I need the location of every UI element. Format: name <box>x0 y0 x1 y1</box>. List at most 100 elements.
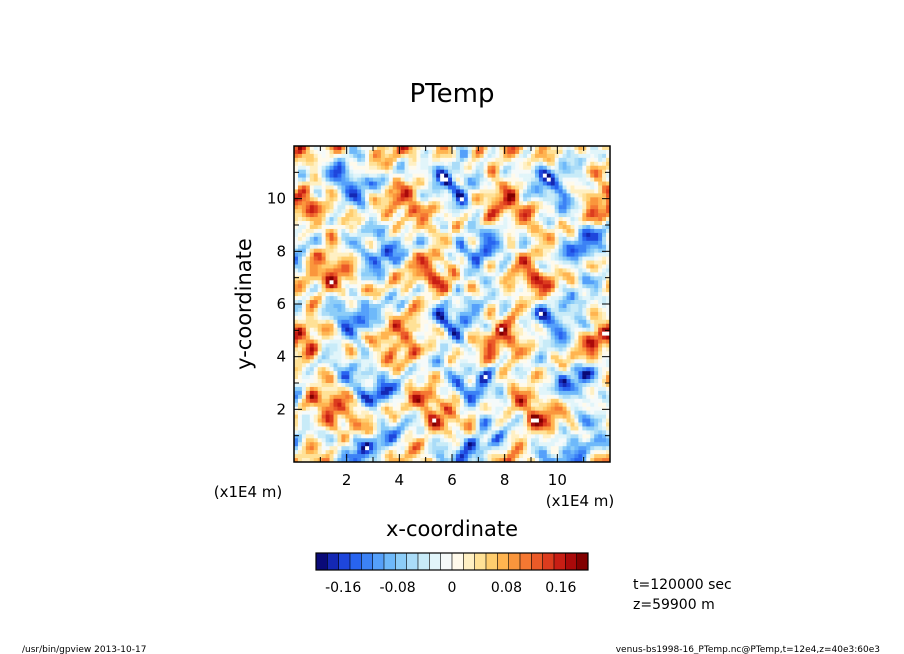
heatmap-cell <box>420 153 425 159</box>
heatmap-cell <box>416 213 421 218</box>
heatmap-cell <box>538 260 544 265</box>
heatmap-cell <box>412 213 417 218</box>
heatmap-cell <box>444 323 449 328</box>
heatmap-cell <box>309 232 315 238</box>
heatmap-cell <box>534 149 540 155</box>
heatmap-cell <box>412 264 417 269</box>
heatmap-cell <box>432 221 437 226</box>
heatmap-cell <box>455 276 461 281</box>
heatmap-cell <box>329 315 334 321</box>
heatmap-cell <box>542 221 548 226</box>
heatmap-cell <box>452 177 457 182</box>
heatmap-cell <box>519 304 524 309</box>
heatmap-cell <box>329 351 334 356</box>
heatmap-cell <box>317 268 322 273</box>
heatmap-cell <box>586 355 591 360</box>
heatmap-cell <box>294 343 299 348</box>
heatmap-cell <box>475 225 480 230</box>
heatmap-cell <box>301 205 307 210</box>
heatmap-cell <box>325 244 330 249</box>
heatmap-cell <box>507 248 512 253</box>
heatmap-cell <box>586 217 591 222</box>
heatmap-cell <box>586 327 591 332</box>
heatmap-cell <box>313 386 318 392</box>
heatmap-cell <box>404 260 409 265</box>
heatmap-cell <box>424 260 429 265</box>
heatmap-cell <box>357 165 362 170</box>
heatmap-cell <box>594 193 599 198</box>
heatmap-cell <box>527 371 532 376</box>
heatmap-cell <box>349 375 354 380</box>
heatmap-cell <box>297 244 303 249</box>
heatmap-cell <box>329 288 334 293</box>
heatmap-cell <box>297 379 303 384</box>
heatmap-cell <box>594 379 599 384</box>
heatmap-cell <box>325 205 330 210</box>
heatmap-cell <box>345 323 350 328</box>
heatmap-cell <box>542 339 548 344</box>
heatmap-cell <box>369 189 374 194</box>
heatmap-cell <box>550 355 555 360</box>
heatmap-cell <box>294 307 299 313</box>
heatmap-cell <box>361 217 366 222</box>
heatmap-cell <box>329 339 334 344</box>
heatmap-cell <box>317 347 322 352</box>
heatmap-cell <box>392 189 397 194</box>
heatmap-cell <box>538 181 544 186</box>
heatmap-cell <box>317 197 322 202</box>
heatmap-cell <box>531 292 536 297</box>
heatmap-cell <box>432 307 437 313</box>
heatmap-cell <box>562 157 567 163</box>
heatmap-cell <box>432 331 437 336</box>
heatmap-cell <box>329 300 334 305</box>
heatmap-cell <box>440 300 445 305</box>
heatmap-cell <box>534 157 540 163</box>
heatmap-cell <box>463 335 469 340</box>
heatmap-cell <box>479 256 484 261</box>
heatmap-cell <box>388 213 394 218</box>
heatmap-cell <box>305 367 311 372</box>
heatmap-cell <box>297 185 303 190</box>
heatmap-cell <box>404 264 409 269</box>
heatmap-cell <box>594 209 599 214</box>
heatmap-cell <box>574 244 579 249</box>
heatmap-cell <box>361 205 366 210</box>
heatmap-cell <box>392 272 397 277</box>
heatmap-cell <box>412 304 417 309</box>
heatmap-cell <box>550 335 555 340</box>
heatmap-cell <box>586 248 591 253</box>
heatmap-cell <box>361 193 366 198</box>
heatmap-cell <box>534 359 540 364</box>
heatmap-cell <box>329 264 334 269</box>
heatmap-cell <box>305 240 311 246</box>
heatmap-cell <box>420 307 425 313</box>
heatmap-cell <box>459 248 465 253</box>
heatmap-cell <box>594 347 599 352</box>
heatmap-cell <box>455 193 461 198</box>
heatmap-cell <box>369 335 374 340</box>
heatmap-cell <box>495 209 500 214</box>
heatmap-cell <box>349 244 354 249</box>
heatmap-cell <box>538 169 544 174</box>
heatmap-cell <box>428 300 433 305</box>
heatmap-cell <box>436 157 441 163</box>
heatmap-cell <box>345 197 350 202</box>
heatmap-cell <box>436 386 441 392</box>
heatmap-cell <box>479 205 484 210</box>
heatmap-cell <box>566 221 571 226</box>
heatmap-cell <box>369 248 374 253</box>
heatmap-cell <box>428 379 433 384</box>
heatmap-cell <box>590 165 595 170</box>
heatmap-cell <box>412 379 417 384</box>
heatmap-cell <box>527 331 532 336</box>
heatmap-cell <box>337 375 342 380</box>
heatmap-cell <box>424 280 429 285</box>
heatmap-cell <box>297 205 303 210</box>
heatmap-cell <box>531 173 536 178</box>
heatmap-cell <box>487 351 492 356</box>
heatmap-cell <box>369 307 374 313</box>
heatmap-cell <box>546 296 552 301</box>
heatmap-cell <box>523 359 528 364</box>
heatmap-cell <box>353 367 358 372</box>
heatmap-cell <box>353 327 358 332</box>
